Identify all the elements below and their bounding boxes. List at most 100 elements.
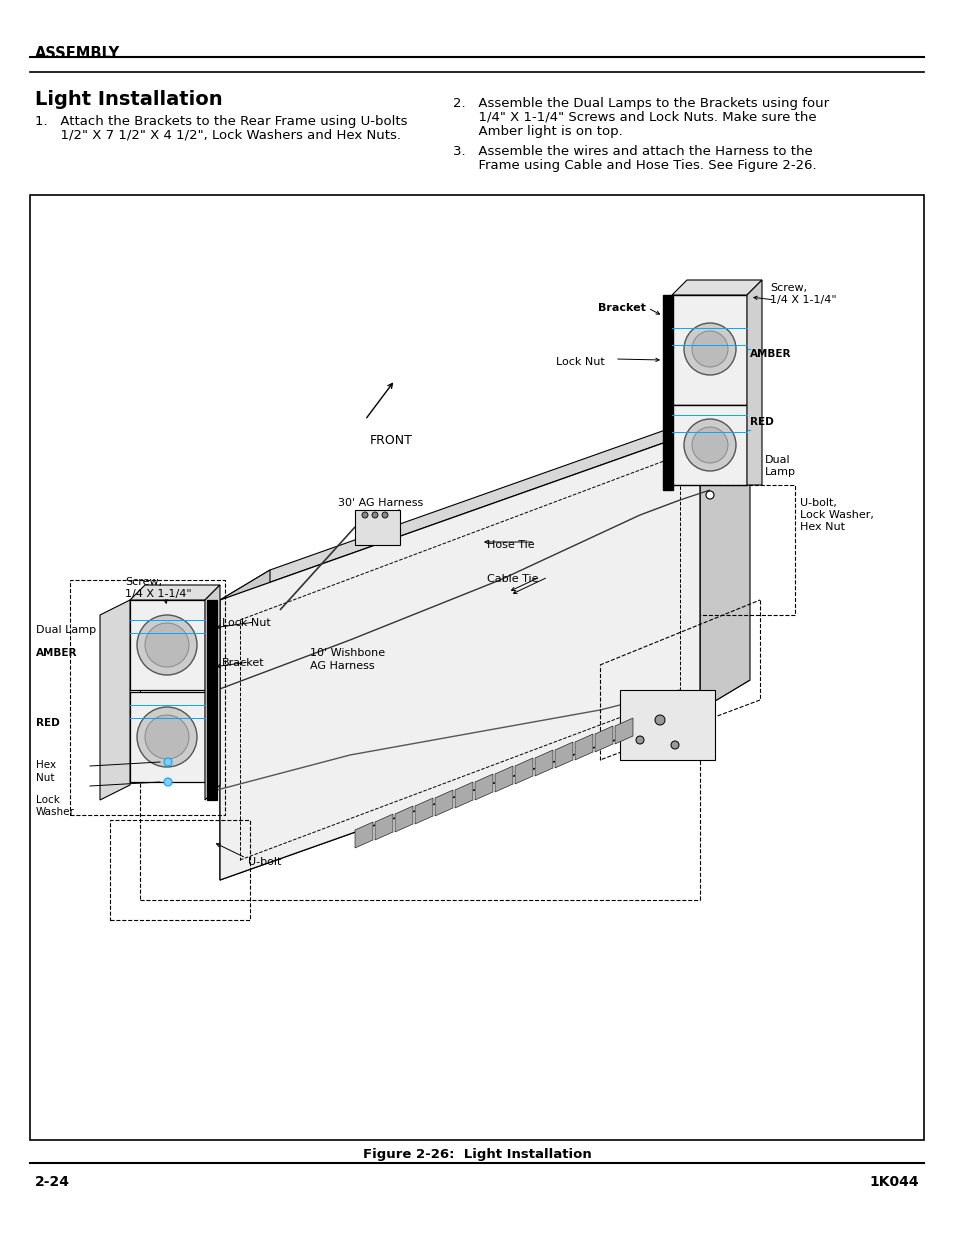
Circle shape [211, 692, 215, 697]
Circle shape [666, 329, 671, 333]
Text: Light Installation: Light Installation [35, 90, 222, 109]
Text: Lock: Lock [36, 795, 60, 805]
Bar [207, 600, 216, 800]
Polygon shape [100, 600, 130, 800]
Text: Hex: Hex [36, 760, 56, 769]
Circle shape [211, 678, 215, 683]
Bar [671, 295, 746, 405]
Polygon shape [555, 742, 573, 768]
Polygon shape [205, 585, 220, 800]
Circle shape [666, 342, 671, 347]
Circle shape [145, 715, 189, 760]
Text: Nut: Nut [36, 773, 54, 783]
Polygon shape [595, 726, 613, 752]
Text: FRONT: FRONT [370, 433, 413, 447]
Text: Cable Tie: Cable Tie [486, 574, 537, 584]
Circle shape [705, 492, 713, 499]
Polygon shape [130, 585, 220, 600]
Bar [355, 510, 399, 545]
Circle shape [211, 636, 215, 641]
Text: AMBER: AMBER [36, 648, 77, 658]
Bar [619, 690, 714, 760]
Circle shape [211, 621, 215, 626]
Text: Screw,: Screw, [769, 283, 806, 293]
Bar [619, 485, 794, 615]
Polygon shape [220, 400, 749, 600]
Text: Amber light is on top.: Amber light is on top. [453, 125, 622, 138]
Text: Lock Washer,: Lock Washer, [800, 510, 873, 520]
Text: Hex Nut: Hex Nut [800, 522, 844, 532]
Polygon shape [375, 814, 393, 840]
Text: Bracket: Bracket [598, 303, 645, 312]
Circle shape [137, 706, 196, 767]
Text: Figure 2-26:  Light Installation: Figure 2-26: Light Installation [362, 1149, 591, 1161]
Text: AG Harness: AG Harness [310, 661, 375, 671]
Circle shape [683, 419, 735, 471]
Text: Dual Lamp: Dual Lamp [36, 625, 96, 635]
Text: ASSEMBLY: ASSEMBLY [35, 46, 120, 61]
Text: 1/4 X 1-1/4": 1/4 X 1-1/4" [769, 295, 836, 305]
Text: 1/4" X 1-1/4" Screws and Lock Nuts. Make sure the: 1/4" X 1-1/4" Screws and Lock Nuts. Make… [453, 111, 816, 124]
Text: AMBER: AMBER [749, 350, 791, 359]
Polygon shape [535, 750, 553, 776]
Bar [671, 405, 746, 485]
Text: Washer: Washer [36, 806, 74, 818]
Text: 3.   Assemble the wires and attach the Harness to the: 3. Assemble the wires and attach the Har… [453, 144, 812, 158]
Text: Frame using Cable and Hose Ties. See Figure 2-26.: Frame using Cable and Hose Ties. See Fig… [453, 159, 816, 172]
Circle shape [137, 615, 196, 676]
Text: 10' Wishbone: 10' Wishbone [310, 648, 385, 658]
Text: 1K044: 1K044 [868, 1174, 918, 1189]
Text: 2.   Assemble the Dual Lamps to the Brackets using four: 2. Assemble the Dual Lamps to the Bracke… [453, 98, 828, 110]
Bar [662, 295, 672, 490]
Circle shape [670, 741, 679, 748]
Circle shape [211, 705, 215, 710]
Text: Hose Tie: Hose Tie [486, 540, 534, 550]
Polygon shape [220, 571, 270, 881]
Circle shape [164, 758, 172, 766]
Polygon shape [495, 766, 513, 792]
Text: 1.   Attach the Brackets to the Rear Frame using U-bolts: 1. Attach the Brackets to the Rear Frame… [35, 115, 407, 128]
Circle shape [381, 513, 388, 517]
Circle shape [145, 622, 189, 667]
Text: 2-24: 2-24 [35, 1174, 70, 1189]
Text: Dual: Dual [764, 454, 790, 466]
Polygon shape [455, 782, 473, 808]
Text: 30' AG Harness: 30' AG Harness [337, 498, 423, 508]
Polygon shape [435, 790, 453, 816]
Circle shape [683, 324, 735, 375]
Circle shape [164, 778, 172, 785]
Bar [130, 600, 205, 690]
Circle shape [636, 736, 643, 743]
Text: Bracket: Bracket [222, 658, 264, 668]
Text: RED: RED [749, 417, 773, 427]
Text: U-bolt,: U-bolt, [800, 498, 836, 508]
Circle shape [211, 650, 215, 655]
Polygon shape [475, 774, 493, 800]
Text: 1/2" X 7 1/2" X 4 1/2", Lock Washers and Hex Nuts.: 1/2" X 7 1/2" X 4 1/2", Lock Washers and… [35, 128, 400, 142]
Circle shape [211, 608, 215, 613]
Circle shape [666, 368, 671, 373]
Circle shape [361, 513, 368, 517]
Text: Lock Nut: Lock Nut [222, 618, 271, 629]
Circle shape [666, 303, 671, 308]
Polygon shape [515, 758, 533, 784]
Text: RED: RED [36, 718, 60, 727]
Polygon shape [746, 280, 761, 485]
Polygon shape [700, 400, 749, 710]
Circle shape [372, 513, 377, 517]
Polygon shape [575, 734, 593, 760]
Text: 1/4 X 1-1/4": 1/4 X 1-1/4" [125, 589, 192, 599]
Bar [130, 692, 205, 782]
Polygon shape [395, 806, 413, 832]
Circle shape [655, 715, 664, 725]
Polygon shape [415, 798, 433, 824]
Polygon shape [671, 280, 761, 295]
Text: U-bolt: U-bolt [248, 857, 281, 867]
Polygon shape [220, 680, 749, 881]
Bar [110, 820, 250, 920]
Circle shape [666, 315, 671, 321]
Polygon shape [220, 430, 700, 881]
Bar [30, 195, 923, 1140]
Text: Lock Nut: Lock Nut [556, 357, 604, 367]
Circle shape [691, 427, 727, 463]
